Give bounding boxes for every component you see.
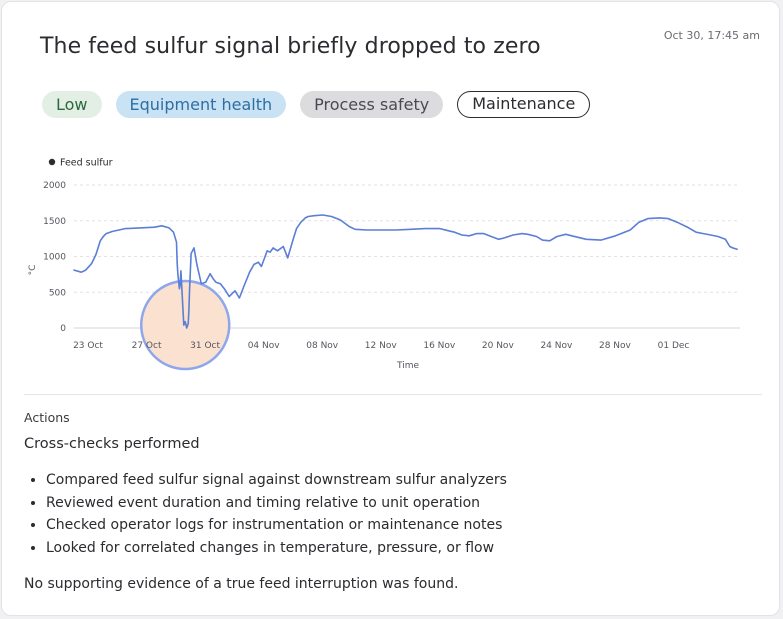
x-tick-label: 12 Nov — [365, 341, 398, 351]
y-axis-ticks: 0 500 1000 1500 2000 — [43, 181, 66, 334]
legend-marker — [48, 158, 56, 166]
tag-equipment-health[interactable]: Equipment health — [115, 91, 287, 118]
x-tick-label: 28 Nov — [599, 341, 632, 351]
legend-label[interactable]: Feed sulfur — [60, 158, 113, 169]
x-tick-label: 04 Nov — [248, 341, 281, 351]
x-tick-label: 31 Oct — [190, 341, 220, 351]
x-tick-label: 08 Nov — [306, 341, 339, 351]
list-item: Compared feed sulfur signal against down… — [46, 472, 507, 495]
x-axis-label: Time — [396, 361, 419, 371]
y-axis-label: °C — [28, 265, 38, 276]
actions-label: Actions — [24, 410, 70, 425]
tag-process-safety[interactable]: Process safety — [300, 91, 444, 118]
list-item: Reviewed event duration and timing relat… — [46, 495, 507, 518]
y-tick-label: 1000 — [43, 253, 66, 263]
list-item: Checked operator logs for instrumentatio… — [46, 517, 507, 540]
y-tick-label: 500 — [49, 288, 66, 298]
y-tick-label: 0 — [60, 324, 66, 334]
cross-checks-title: Cross-checks performed — [24, 436, 200, 452]
x-tick-label: 16 Nov — [423, 341, 456, 351]
conclusion-text: No supporting evidence of a true feed in… — [24, 576, 459, 592]
cross-checks-list: Compared feed sulfur signal against down… — [24, 472, 507, 562]
x-tick-label: 23 Oct — [73, 341, 103, 351]
x-axis-ticks: 23 Oct 27 Oct 31 Oct 04 Nov 08 Nov 12 Nov 16 N… — [73, 341, 689, 351]
alert-title: The feed sulfur signal briefly dropped t… — [40, 34, 541, 59]
x-tick-label: 01 Dec — [658, 341, 690, 351]
series-line-feed-sulfur — [73, 214, 738, 329]
list-item: Looked for correlated changes in tempera… — [46, 540, 507, 563]
tag-severity-low[interactable]: Low — [42, 91, 102, 118]
timestamp: Oct 30, 17:45 am — [663, 29, 760, 42]
tag-list: Low Equipment health Process safety Main… — [42, 91, 591, 118]
section-divider — [24, 394, 762, 395]
x-tick-label: 27 Oct — [132, 341, 162, 351]
tag-maintenance[interactable]: Maintenance — [457, 91, 591, 118]
y-tick-label: 1500 — [43, 217, 66, 227]
x-tick-label: 20 Nov — [482, 341, 515, 351]
chart-lines — [73, 214, 738, 329]
x-tick-label: 24 Nov — [540, 341, 573, 351]
y-tick-label: 2000 — [43, 181, 66, 191]
feed-sulfur-chart: 0 500 1000 1500 2000 23 Oct 27 Oct 31 Oct 04 No… — [28, 158, 740, 371]
